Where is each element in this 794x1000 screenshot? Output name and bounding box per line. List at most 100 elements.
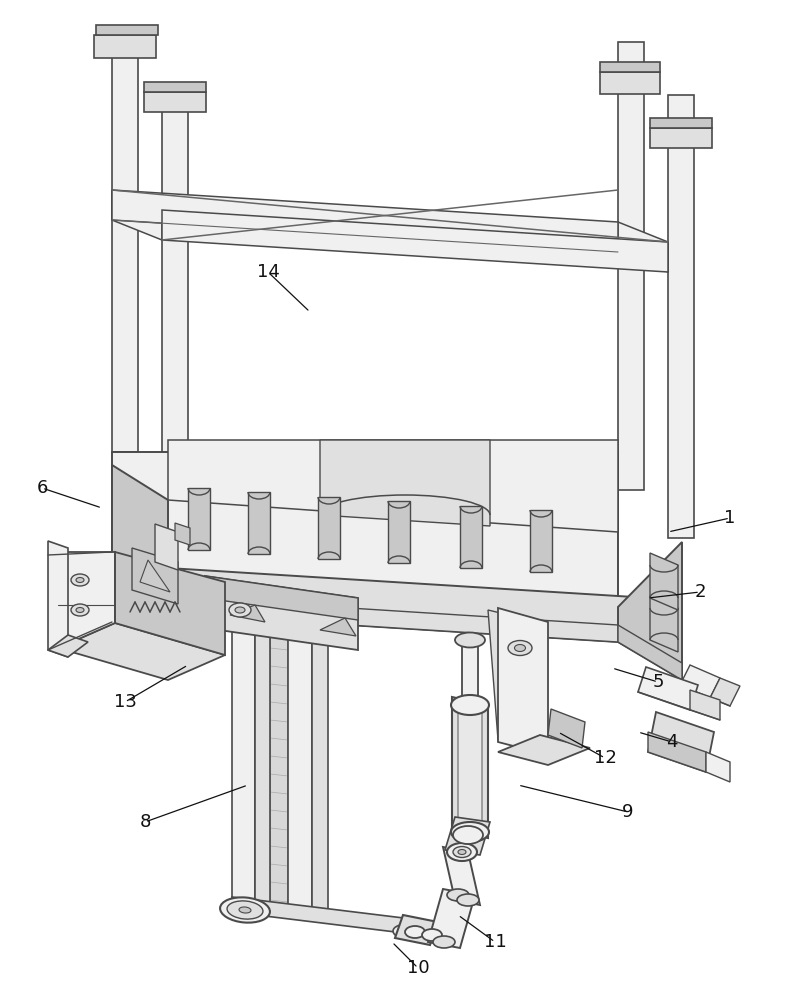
- Polygon shape: [530, 510, 552, 572]
- Polygon shape: [230, 605, 265, 622]
- Ellipse shape: [220, 897, 270, 923]
- Polygon shape: [618, 625, 682, 680]
- Polygon shape: [650, 128, 712, 148]
- Polygon shape: [94, 35, 156, 58]
- Ellipse shape: [71, 574, 89, 586]
- Polygon shape: [96, 25, 158, 35]
- Ellipse shape: [458, 850, 466, 854]
- Polygon shape: [144, 92, 206, 112]
- Ellipse shape: [239, 907, 251, 913]
- Polygon shape: [144, 82, 206, 92]
- Ellipse shape: [451, 822, 489, 842]
- Polygon shape: [618, 542, 682, 680]
- Polygon shape: [132, 548, 178, 604]
- Ellipse shape: [447, 843, 477, 861]
- Polygon shape: [112, 190, 618, 252]
- Polygon shape: [112, 465, 168, 648]
- Text: 13: 13: [114, 693, 137, 711]
- Polygon shape: [452, 697, 488, 838]
- Polygon shape: [205, 576, 358, 650]
- Polygon shape: [232, 897, 420, 935]
- Polygon shape: [618, 42, 644, 490]
- Polygon shape: [388, 501, 410, 563]
- Polygon shape: [48, 541, 68, 657]
- Polygon shape: [188, 488, 210, 550]
- Polygon shape: [498, 608, 548, 755]
- Polygon shape: [462, 637, 478, 710]
- Polygon shape: [600, 72, 660, 94]
- Polygon shape: [498, 735, 590, 765]
- Polygon shape: [458, 705, 482, 830]
- Text: 1: 1: [724, 509, 736, 527]
- Polygon shape: [648, 712, 714, 772]
- Ellipse shape: [422, 929, 442, 941]
- Text: 5: 5: [652, 673, 664, 691]
- Ellipse shape: [227, 901, 263, 919]
- Polygon shape: [205, 576, 358, 620]
- Polygon shape: [618, 222, 668, 272]
- Polygon shape: [395, 915, 438, 945]
- Ellipse shape: [76, 578, 84, 582]
- Ellipse shape: [235, 607, 245, 613]
- Polygon shape: [162, 210, 668, 272]
- Ellipse shape: [457, 894, 479, 906]
- Text: 8: 8: [139, 813, 151, 831]
- Polygon shape: [648, 732, 706, 772]
- Polygon shape: [168, 440, 618, 532]
- Polygon shape: [255, 612, 270, 907]
- Polygon shape: [162, 90, 188, 500]
- Text: 4: 4: [666, 733, 678, 751]
- Polygon shape: [650, 118, 712, 128]
- Polygon shape: [638, 667, 698, 710]
- Polygon shape: [690, 690, 720, 720]
- Ellipse shape: [393, 924, 423, 940]
- Polygon shape: [650, 553, 678, 610]
- Polygon shape: [650, 596, 678, 652]
- Ellipse shape: [399, 927, 417, 937]
- Text: 14: 14: [256, 263, 279, 281]
- Polygon shape: [58, 552, 115, 648]
- Ellipse shape: [453, 846, 471, 857]
- Polygon shape: [548, 709, 585, 748]
- Polygon shape: [428, 889, 475, 948]
- Polygon shape: [270, 615, 288, 908]
- Text: 11: 11: [484, 933, 507, 951]
- Polygon shape: [155, 524, 178, 570]
- Ellipse shape: [71, 604, 89, 616]
- Ellipse shape: [405, 926, 425, 938]
- Ellipse shape: [229, 603, 251, 617]
- Polygon shape: [443, 847, 480, 905]
- Polygon shape: [48, 635, 88, 657]
- Text: 9: 9: [622, 803, 634, 821]
- Polygon shape: [710, 678, 740, 706]
- Ellipse shape: [451, 695, 489, 715]
- Polygon shape: [706, 752, 730, 782]
- Polygon shape: [112, 568, 682, 642]
- Polygon shape: [58, 623, 225, 680]
- Polygon shape: [140, 560, 170, 592]
- Polygon shape: [175, 523, 190, 545]
- Polygon shape: [112, 593, 618, 642]
- Polygon shape: [668, 95, 694, 538]
- Text: 6: 6: [37, 479, 48, 497]
- Polygon shape: [312, 622, 328, 919]
- Polygon shape: [445, 817, 490, 855]
- Polygon shape: [318, 497, 340, 559]
- Ellipse shape: [447, 889, 469, 901]
- Polygon shape: [288, 618, 312, 916]
- Ellipse shape: [508, 641, 532, 656]
- Text: 12: 12: [594, 749, 616, 767]
- Ellipse shape: [433, 936, 455, 948]
- Polygon shape: [320, 440, 490, 526]
- Ellipse shape: [515, 645, 526, 652]
- Polygon shape: [248, 492, 270, 554]
- Ellipse shape: [453, 826, 483, 844]
- Polygon shape: [232, 608, 255, 904]
- Polygon shape: [115, 552, 225, 655]
- Polygon shape: [112, 38, 138, 452]
- Polygon shape: [460, 506, 482, 568]
- Polygon shape: [320, 618, 356, 636]
- Ellipse shape: [455, 633, 485, 648]
- Polygon shape: [600, 62, 660, 72]
- Polygon shape: [488, 610, 548, 752]
